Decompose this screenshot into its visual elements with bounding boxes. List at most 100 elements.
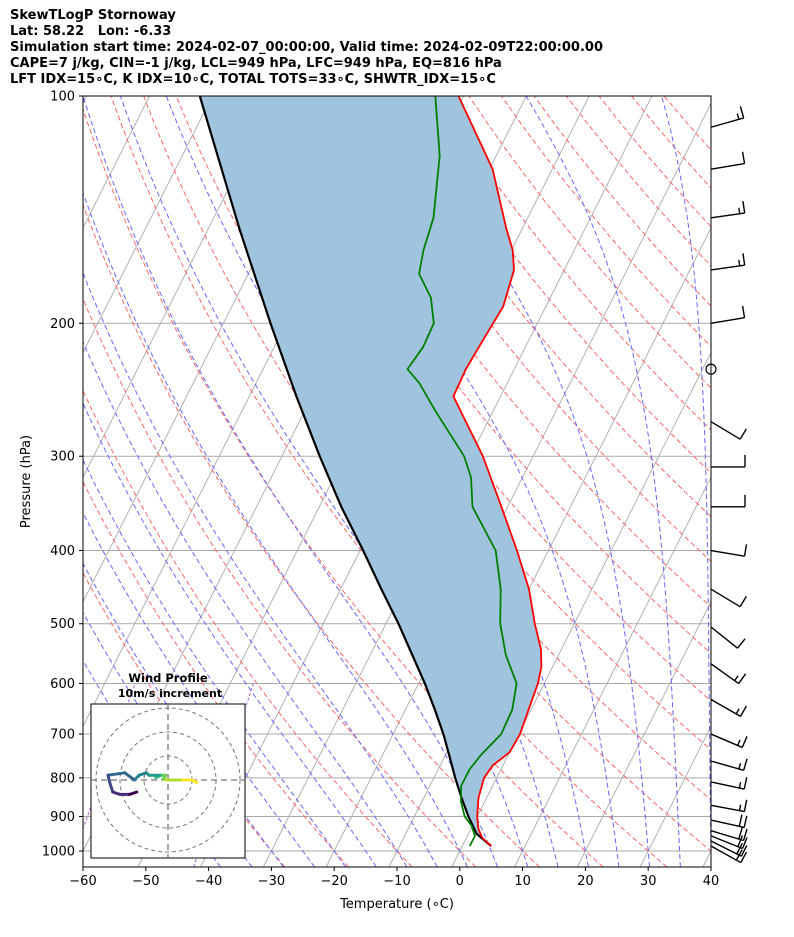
wind-barb (710, 835, 748, 850)
barb-flag (737, 638, 746, 649)
dry-adiabat (338, 96, 711, 562)
y-tick-label: 100 (50, 90, 75, 105)
barb-flag (738, 814, 743, 827)
barb-staff (710, 845, 742, 864)
hodograph-trace-segment (106, 773, 112, 787)
wind-barb (710, 814, 748, 829)
barb-flag (741, 151, 746, 164)
wind-barb (710, 733, 748, 749)
barb-staff (710, 626, 738, 649)
hodograph-trace-segment (123, 771, 136, 782)
wind-barb (710, 106, 745, 128)
barb-half-flag (737, 739, 741, 746)
isotherm-line (83, 96, 276, 479)
x-tick-label: −10 (383, 874, 410, 889)
y-tick-label: 600 (50, 677, 75, 692)
barb-flag (741, 736, 748, 748)
x-axis-label: Temperature (∘C) (339, 897, 454, 912)
barb-staff (710, 733, 743, 749)
dry-adiabat (468, 96, 711, 389)
barb-staff (710, 588, 741, 608)
barb-flag (739, 705, 748, 717)
moist-adiabat (83, 458, 347, 867)
isotherm-line (83, 96, 150, 230)
wind-barb (710, 840, 748, 857)
wind-barb (710, 588, 747, 608)
wind-barb (711, 454, 746, 468)
wind-barb (710, 544, 748, 557)
wind-barb (710, 698, 748, 717)
wind-barb (710, 799, 748, 813)
dry-adiabat (403, 96, 711, 474)
barb-flag (740, 851, 748, 863)
hodograph-title: Wind Profile (128, 671, 208, 685)
hodograph-plot (91, 704, 245, 858)
dry-adiabat (663, 96, 711, 151)
barb-flag (738, 673, 747, 684)
moist-adiabat (83, 191, 468, 867)
barb-half-flag (735, 708, 740, 715)
barb-flag (743, 815, 748, 828)
isotherm-line (325, 102, 711, 867)
wind-barb (710, 305, 746, 324)
wind-barb (705, 363, 717, 375)
barb-flag (742, 253, 746, 266)
barb-flag (736, 842, 743, 855)
x-tick-label: 20 (577, 874, 594, 889)
x-tick-label: −50 (132, 874, 159, 889)
x-tick-label: −40 (195, 874, 222, 889)
wind-barb (710, 777, 748, 790)
x-tick-label: 0 (456, 874, 464, 889)
moist-adiabat (83, 271, 438, 867)
barb-flag (739, 428, 747, 440)
wind-barb (711, 494, 746, 508)
barb-half-flag (738, 259, 741, 266)
moist-adiabat (525, 96, 681, 867)
title-line-3: Simulation start time: 2024-02-07_00:00:… (10, 40, 603, 55)
isotherm-line (766, 96, 794, 867)
wind-barb (710, 201, 746, 219)
x-tick-label: −20 (320, 874, 347, 889)
dry-adiabat (110, 96, 668, 867)
hodograph-inset: Wind Profile 10m/s increment (90, 671, 246, 859)
barb-half-flag (734, 675, 739, 682)
y-tick-label: 1000 (42, 845, 75, 860)
hodograph-trace-segment (128, 790, 139, 796)
temperature-profile-line (452, 96, 543, 847)
wind-barb (710, 827, 748, 842)
dry-adiabat (83, 204, 540, 867)
wind-barb (710, 663, 747, 685)
barb-staff (710, 804, 745, 813)
isotherm-line (514, 476, 711, 867)
barb-half-flag (736, 113, 740, 120)
dry-adiabat (370, 96, 711, 518)
y-tick-label: 300 (50, 450, 75, 465)
dry-adiabat (566, 96, 711, 267)
calm-wind-circle (705, 363, 717, 375)
title-line-4: CAPE=7 j/kg, CIN=-1 j/kg, LCL=949 hPa, L… (10, 56, 502, 71)
title-line-1: SkewTLogP Stornoway (10, 8, 176, 23)
moist-adiabat (661, 96, 711, 867)
isotherm-line (83, 96, 213, 354)
barb-flag (743, 799, 748, 812)
barb-flag (741, 305, 746, 318)
x-tick-label: −30 (258, 874, 285, 889)
moist-adiabat (396, 96, 651, 867)
y-tick-label: 900 (50, 810, 75, 825)
dry-adiabat (83, 107, 604, 867)
barb-staff (710, 819, 745, 829)
hodograph-subtitle: 10m/s increment (118, 687, 222, 700)
x-tick-label: 30 (640, 874, 657, 889)
x-tick-label: 10 (514, 874, 531, 889)
x-tick-label: 40 (703, 874, 720, 889)
wind-barb (710, 626, 746, 649)
dewpoint-profile-line (406, 96, 518, 847)
wind-barb (710, 253, 746, 271)
dry-adiabat (305, 96, 711, 608)
moist-adiabat (297, 96, 620, 867)
barb-staff (710, 663, 740, 685)
y-tick-label: 700 (50, 728, 75, 743)
moist-adiabat (83, 402, 377, 867)
chart-header: SkewTLogP Stornoway Lat: 58.22 Lon: -6.3… (10, 8, 603, 88)
